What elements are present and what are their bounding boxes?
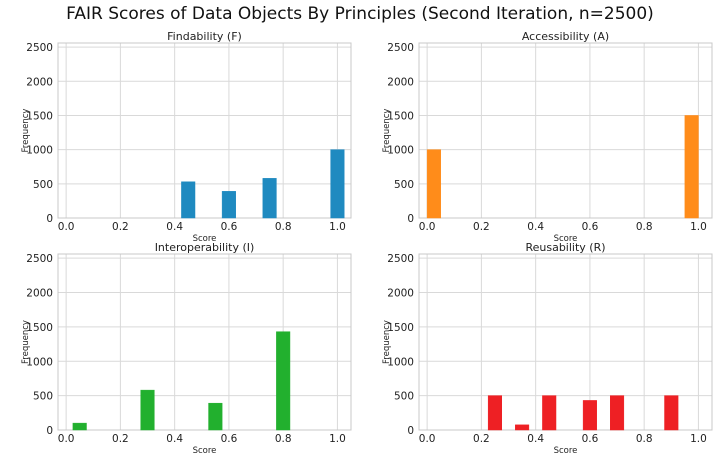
histogram-bar: [582, 400, 597, 431]
x-tick-label: 0.4: [166, 221, 183, 233]
y-axis-label: Frequency: [21, 109, 31, 153]
x-tick-label: 0.4: [166, 433, 183, 445]
y-axis-label: Frequency: [382, 109, 392, 153]
plot-frame: [418, 42, 713, 219]
y-tick-label: 1500: [26, 322, 53, 334]
x-tick-label: 1.0: [690, 221, 707, 233]
plot-frame: [418, 253, 713, 431]
x-tick-label: 1.0: [329, 221, 346, 233]
y-axis-label: Frequency: [21, 320, 31, 364]
histogram-bar: [664, 395, 679, 431]
x-tick-label: 0.6: [582, 433, 599, 445]
histogram-bar: [140, 389, 155, 431]
plot-frame: [57, 253, 352, 431]
x-tick-label: 1.0: [329, 433, 346, 445]
x-tick-label: 0.6: [221, 433, 238, 445]
histogram-bar: [262, 178, 277, 219]
y-tick-label: 1500: [387, 110, 414, 122]
reusability-histogram: Reusability (R) 0 500 1000 1500 2000 2500 0.0 0.…: [382, 241, 713, 456]
histogram-bar: [487, 395, 502, 431]
x-tick-label: 0.2: [112, 221, 129, 233]
x-tick-label: 0.6: [221, 221, 238, 233]
x-tick-label: 0.0: [419, 221, 436, 233]
x-tick-label: 1.0: [690, 433, 707, 445]
panel-title: Accessibility (A): [522, 30, 609, 43]
histogram-bar: [684, 115, 699, 219]
x-tick-label: 0.0: [58, 221, 75, 233]
x-tick-label: 0.4: [527, 433, 544, 445]
y-tick-label: 1000: [387, 356, 414, 368]
y-tick-label: 500: [394, 179, 414, 191]
y-tick-label: 500: [33, 179, 53, 191]
y-tick-label: 2000: [387, 288, 414, 300]
histogram-bar: [208, 402, 223, 431]
panel-title: Findability (F): [167, 30, 242, 43]
x-axis-label: Score: [193, 446, 217, 456]
x-tick-label: 0.2: [473, 221, 490, 233]
plot-frame: [57, 42, 352, 219]
x-axis-label: Score: [554, 446, 578, 456]
x-tick-label: 0.4: [527, 221, 544, 233]
y-tick-label: 1500: [26, 110, 53, 122]
findability-histogram: Findability (F) 0 500 1000 1500 2000 2500 0.0 0.…: [21, 30, 352, 244]
y-tick-label: 2000: [26, 76, 53, 88]
histogram-bar: [515, 424, 530, 431]
x-tick-label: 0.8: [636, 433, 653, 445]
histogram-bar: [221, 191, 236, 219]
x-tick-label: 0.2: [112, 433, 129, 445]
y-tick-label: 0: [407, 425, 414, 437]
figure-title: FAIR Scores of Data Objects By Principle…: [66, 4, 654, 24]
y-tick-label: 500: [33, 391, 53, 403]
y-tick-label: 2500: [387, 253, 414, 265]
panel-title: Reusability (R): [525, 241, 605, 254]
x-tick-label: 0.0: [419, 433, 436, 445]
y-tick-label: 2500: [26, 42, 53, 54]
y-axis-label: Frequency: [382, 320, 392, 364]
y-tick-label: 1000: [26, 145, 53, 157]
y-tick-label: 2500: [387, 42, 414, 54]
histogram-bar: [426, 149, 441, 219]
interoperability-histogram: Interoperability (I) 0 500 1000 1500 2000 2500…: [21, 241, 352, 456]
y-tick-label: 1500: [387, 322, 414, 334]
panel-title: Interoperability (I): [155, 241, 255, 254]
histogram-bar: [181, 181, 196, 219]
y-tick-label: 2500: [26, 253, 53, 265]
histogram-bar: [610, 395, 625, 431]
y-tick-label: 1000: [387, 145, 414, 157]
histogram-bar: [72, 422, 87, 431]
x-tick-label: 0.8: [275, 221, 292, 233]
histogram-bar: [330, 149, 345, 219]
x-axis-label: Score: [193, 234, 217, 244]
x-tick-label: 0.8: [636, 221, 653, 233]
y-tick-label: 0: [46, 425, 53, 437]
x-tick-label: 0.8: [275, 433, 292, 445]
y-tick-label: 500: [394, 391, 414, 403]
x-tick-label: 0.0: [58, 433, 75, 445]
y-tick-label: 1000: [26, 356, 53, 368]
x-tick-label: 0.2: [473, 433, 490, 445]
y-tick-label: 0: [407, 213, 414, 225]
y-tick-label: 2000: [26, 288, 53, 300]
histogram-bar: [276, 331, 291, 431]
y-tick-label: 0: [46, 213, 53, 225]
histogram-bar: [542, 395, 557, 431]
accessibility-histogram: Accessibility (A) 0 500 1000 1500 2000 2500 0.0…: [382, 30, 713, 244]
x-tick-label: 0.6: [582, 221, 599, 233]
y-tick-label: 2000: [387, 76, 414, 88]
x-axis-label: Score: [554, 234, 578, 244]
